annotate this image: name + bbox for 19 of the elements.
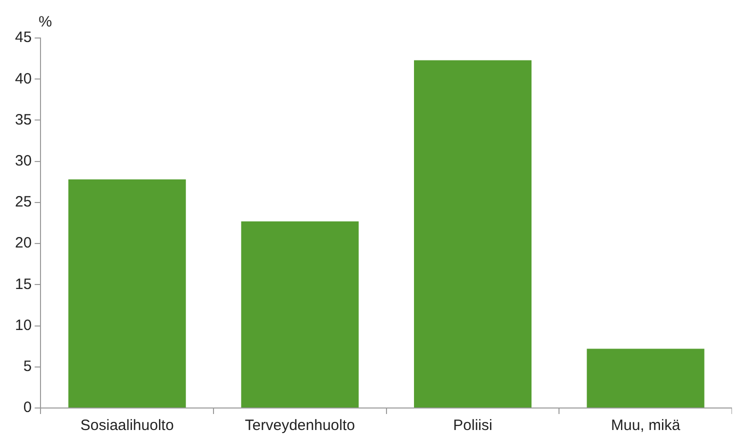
y-axis-title: %	[38, 14, 52, 31]
y-tick-label: 15	[14, 276, 32, 293]
bar	[586, 348, 704, 408]
x-tick-label: Poliisi	[453, 417, 492, 434]
y-tick-label: 20	[14, 234, 32, 252]
y-tick-label: 10	[14, 316, 32, 334]
y-tick-label: 5	[23, 358, 32, 376]
y-tick-label: 30	[14, 152, 32, 170]
bar	[241, 221, 359, 408]
y-tick-label: 40	[14, 70, 32, 88]
y-tick-label: 25	[14, 194, 32, 211]
x-tick-label: Muu, mikä	[610, 417, 681, 434]
y-tick-label: 35	[14, 111, 32, 128]
x-tick-label: Terveydenhuolto	[244, 417, 355, 434]
x-tick-label: Sosiaalihuolto	[80, 417, 174, 434]
y-tick-label: 0	[23, 399, 32, 416]
bar	[68, 179, 186, 408]
y-tick-label: 45	[14, 29, 32, 46]
bar	[414, 60, 532, 408]
